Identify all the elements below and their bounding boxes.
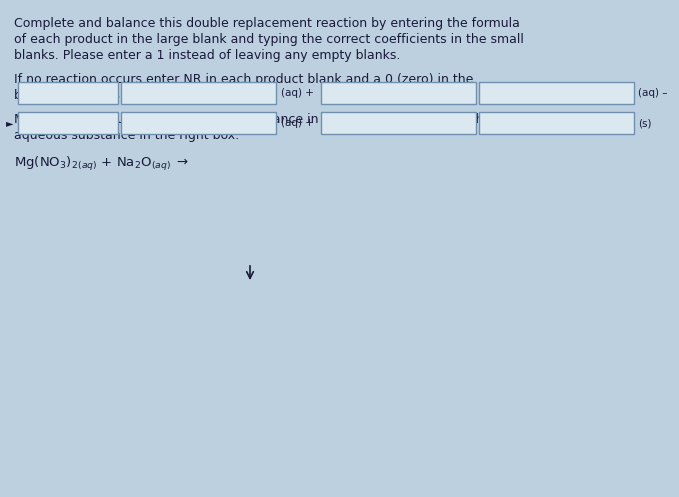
Text: of each product in the large blank and typing the correct coefficients in the sm: of each product in the large blank and t…	[14, 33, 524, 46]
Text: Make sure you put the correct solid substance in the right box and the right: Make sure you put the correct solid subs…	[14, 113, 488, 126]
Text: blanks. Please enter a 1 instead of leaving any empty blanks.: blanks. Please enter a 1 instead of leav…	[14, 49, 401, 62]
Text: (aq) +: (aq) +	[281, 118, 314, 128]
Text: (aq) +: (aq) +	[281, 88, 314, 98]
FancyBboxPatch shape	[121, 112, 276, 134]
Text: (s): (s)	[638, 118, 651, 128]
Text: balancing blanks.: balancing blanks.	[14, 89, 124, 102]
Text: ►: ►	[6, 118, 14, 128]
FancyBboxPatch shape	[321, 112, 476, 134]
Text: Mg(NO$_3$)$_2$$_{(aq)}$ + Na$_2$O$_{(aq)}$ $\rightarrow$: Mg(NO$_3$)$_2$$_{(aq)}$ + Na$_2$O$_{(aq)…	[14, 155, 189, 173]
FancyBboxPatch shape	[18, 112, 118, 134]
FancyBboxPatch shape	[321, 82, 476, 104]
Text: (aq) –: (aq) –	[638, 88, 667, 98]
FancyBboxPatch shape	[121, 82, 276, 104]
FancyBboxPatch shape	[479, 112, 634, 134]
FancyBboxPatch shape	[18, 82, 118, 104]
Text: Complete and balance this double replacement reaction by entering the formula: Complete and balance this double replace…	[14, 17, 520, 30]
FancyBboxPatch shape	[479, 82, 634, 104]
Text: aqueous substance in the right box.: aqueous substance in the right box.	[14, 129, 239, 142]
Text: If no reaction occurs enter NR in each product blank and a 0 (zero) in the: If no reaction occurs enter NR in each p…	[14, 73, 473, 86]
